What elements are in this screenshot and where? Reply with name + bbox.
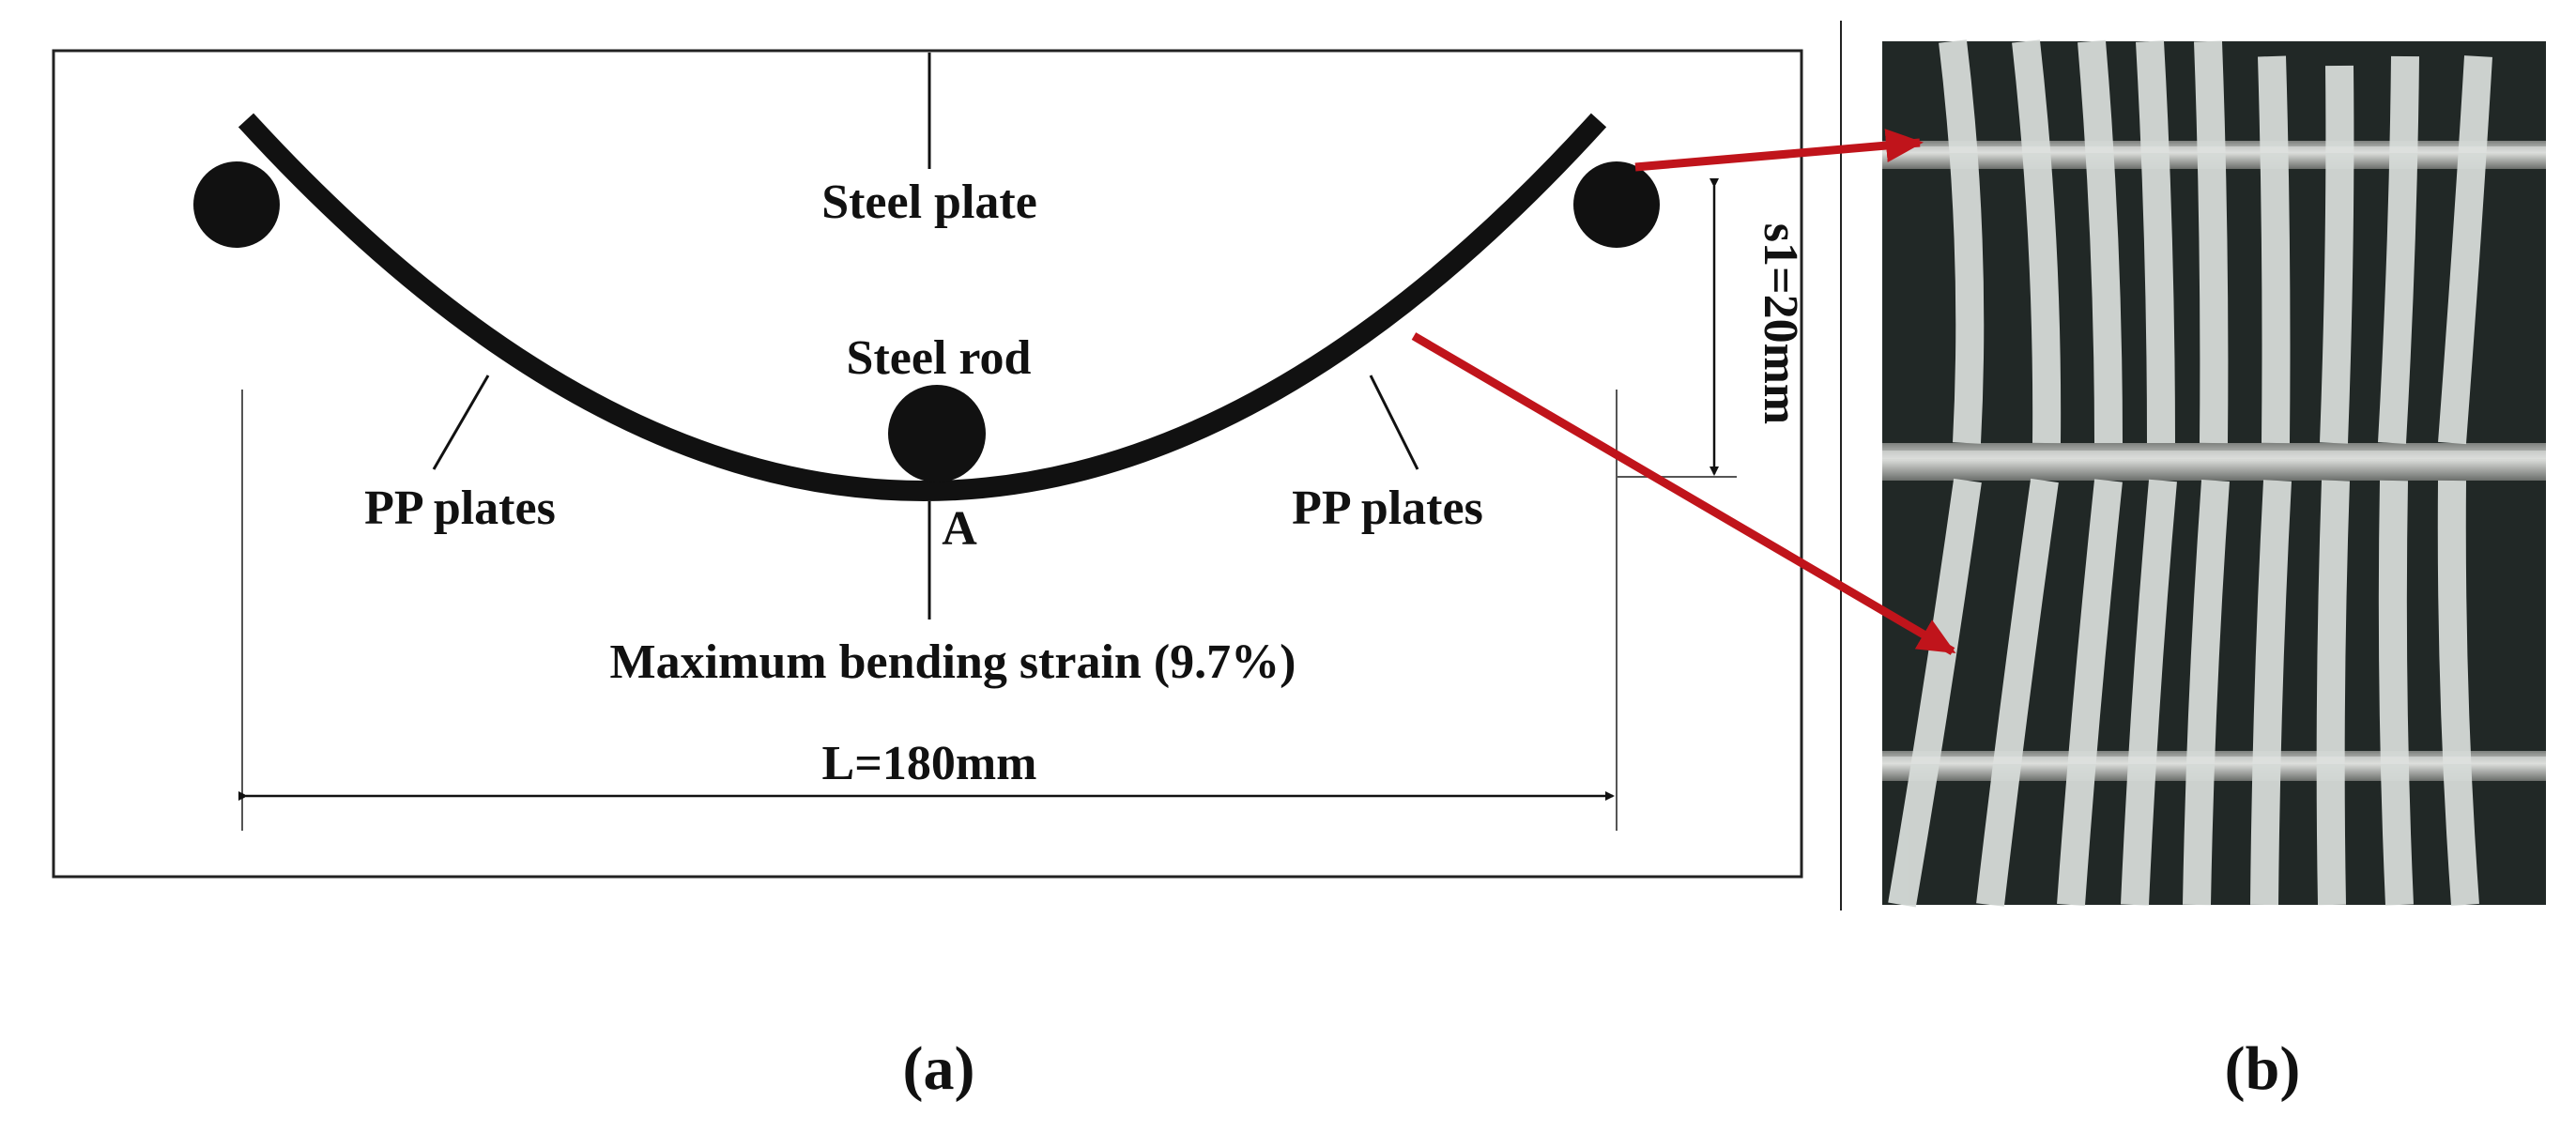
max-strain-label: Maximum bending strain (9.7%) <box>610 635 1296 689</box>
panel-a-frame <box>52 49 1803 879</box>
strip-lower-9 <box>2437 480 2479 907</box>
pp-plate-curve <box>238 113 1607 501</box>
strip-upper-2 <box>2012 39 2062 444</box>
steel-rod-label: Steel rod <box>847 331 1032 385</box>
strip-upper-4 <box>2136 40 2175 444</box>
center-steel-rod <box>888 385 986 482</box>
point-a-label: A <box>942 502 977 556</box>
panel-b-photo <box>1882 39 2546 908</box>
strip-upper-3 <box>2078 39 2123 444</box>
pp-plates-left-leader <box>432 375 490 470</box>
pp-plates-left-label: PP plates <box>364 482 556 535</box>
photo-rod-middle <box>1882 443 2546 481</box>
strip-lower-4 <box>2121 479 2177 906</box>
sag-label: s1=20mm <box>1754 223 1807 425</box>
strip-upper-8 <box>2378 55 2419 444</box>
strip-lower-2 <box>1976 478 2059 907</box>
strip-upper-7 <box>2320 65 2354 444</box>
strip-lower-3 <box>2057 479 2123 907</box>
caption-a: (a) <box>903 1034 975 1103</box>
caption-b: (b) <box>2225 1034 2301 1103</box>
strip-upper-6 <box>2258 55 2291 444</box>
red-arrow-curve <box>1411 332 1956 655</box>
strip-upper-1 <box>1939 39 1985 444</box>
strip-upper-5 <box>2194 40 2229 444</box>
strip-lower-5 <box>2183 479 2230 906</box>
strip-lower-6 <box>2250 480 2292 906</box>
left-support-rod <box>193 161 280 248</box>
strip-lower-8 <box>2378 480 2414 906</box>
steel-plate-label: Steel plate <box>821 176 1037 229</box>
pp-plates-right-label: PP plates <box>1292 482 1483 535</box>
right-support-rod <box>1573 161 1660 248</box>
strip-lower-7 <box>2316 480 2350 906</box>
pp-plates-right-leader <box>1369 375 1419 470</box>
length-label: L=180mm <box>822 737 1037 790</box>
strip-lower-1 <box>1888 478 1982 908</box>
strip-upper-9 <box>2438 55 2492 445</box>
red-arrow-support <box>1634 129 1924 172</box>
